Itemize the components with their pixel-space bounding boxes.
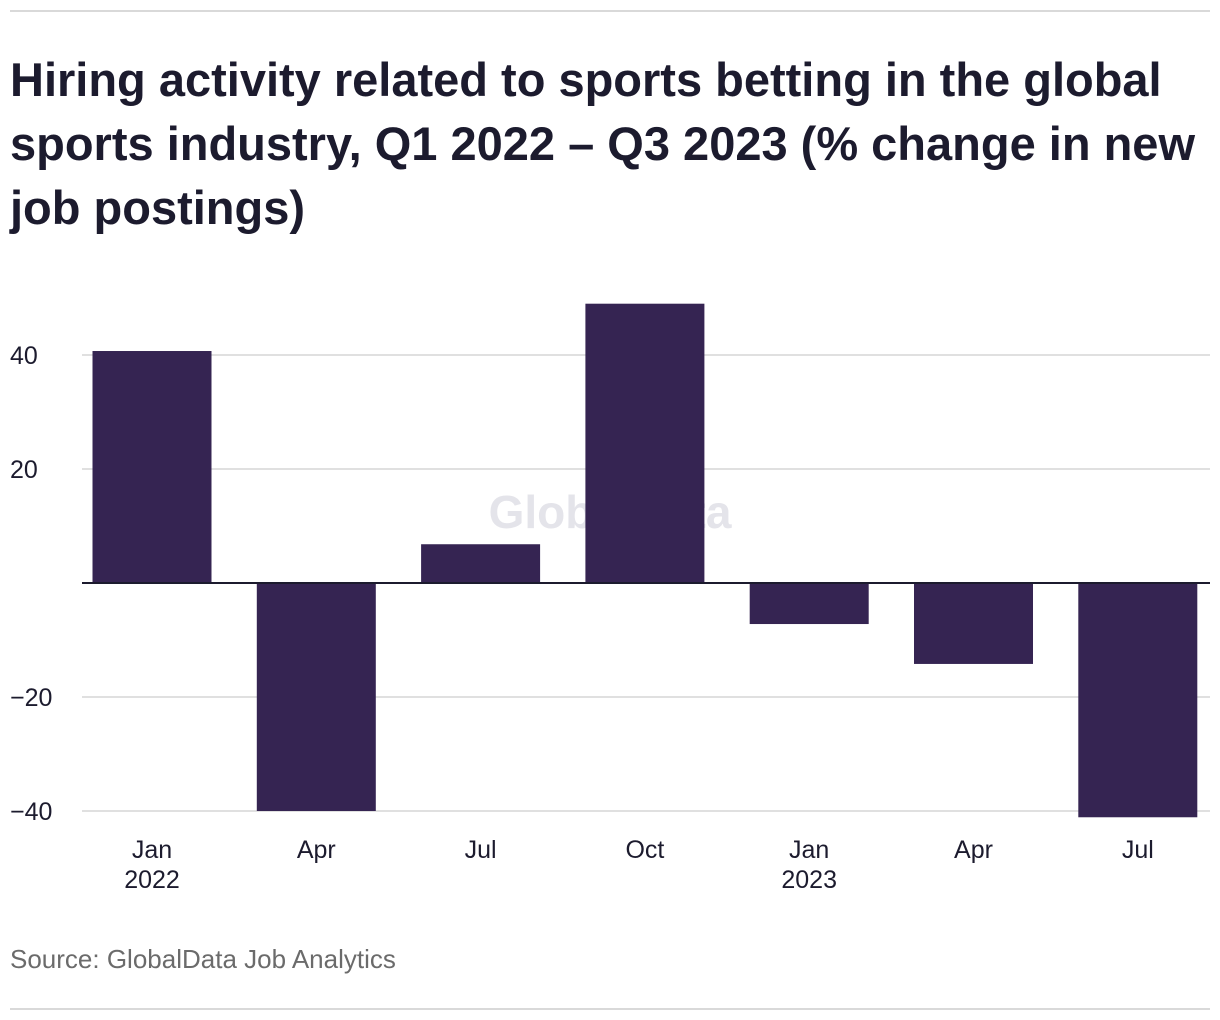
x-tick-year-label: 2023 <box>781 866 837 894</box>
bar <box>92 351 212 583</box>
x-tick-label: Apr <box>297 836 336 864</box>
bars <box>92 303 1198 818</box>
chart-title: Hiring activity related to sports bettin… <box>10 53 1196 234</box>
bar <box>749 583 869 625</box>
y-axis-labels: 40 20 −20 −40 <box>10 342 52 826</box>
y-tick-label: −20 <box>10 684 52 712</box>
x-tick-label: Oct <box>625 836 664 864</box>
y-tick-label: 20 <box>10 456 38 484</box>
bottom-divider <box>10 1008 1210 1010</box>
bar <box>914 583 1033 664</box>
y-tick-label: −40 <box>10 798 52 826</box>
x-tick-label: Jul <box>465 836 497 864</box>
source-note: Source: GlobalData Job Analytics <box>10 944 396 974</box>
bar <box>585 303 705 583</box>
x-tick-label: Apr <box>954 836 993 864</box>
y-tick-label: 40 <box>10 342 38 370</box>
x-tick-label: Jan <box>132 836 172 864</box>
bar <box>256 583 376 811</box>
x-tick-label: Jul <box>1122 836 1154 864</box>
bar <box>1078 583 1198 818</box>
bar <box>421 544 541 583</box>
x-tick-year-label: 2022 <box>124 866 180 894</box>
top-divider <box>10 10 1210 12</box>
x-tick-label: Jan <box>789 836 829 864</box>
